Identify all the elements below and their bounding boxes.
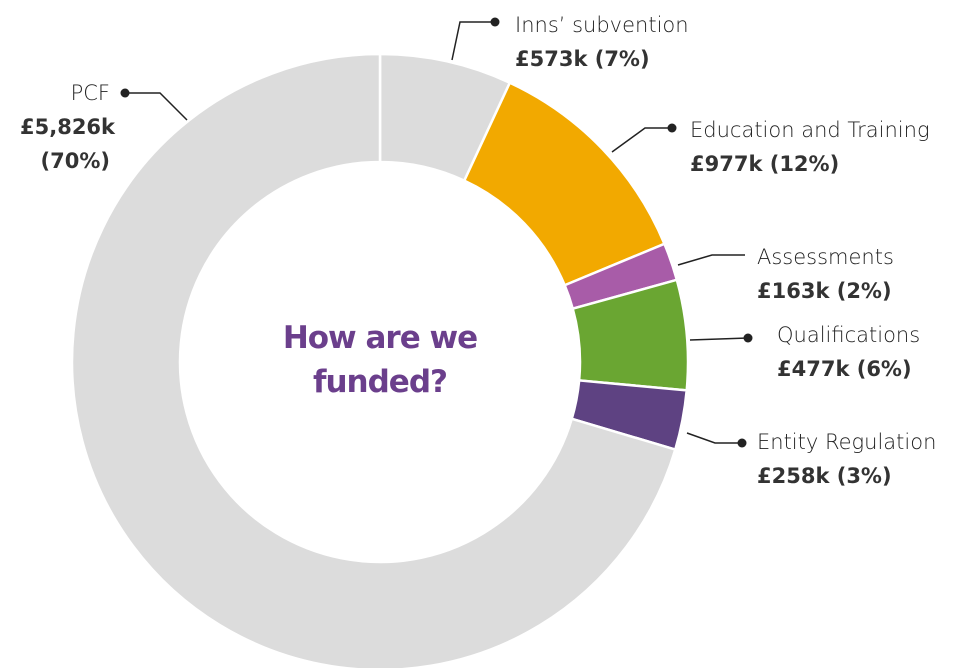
leader-line (677, 254, 745, 266)
slice-label: Inns’ subvention £573k (7%) (515, 8, 689, 76)
leader-dot (743, 333, 753, 343)
leader-dot (667, 123, 677, 133)
leader-lines (125, 21, 749, 444)
leader-line (689, 337, 749, 341)
leader-dot (737, 438, 747, 448)
value-label: £5,826k (70%) (20, 115, 116, 173)
category-name: PCF (70, 81, 110, 105)
value-label: £977k (12%) (690, 152, 840, 176)
category-name: Qualifications (777, 323, 921, 347)
leader-dot (490, 17, 500, 27)
category-name: Assessments (757, 245, 894, 269)
leader-dots (120, 17, 753, 448)
slice-label: Education and Training £977k (12%) (690, 113, 930, 181)
slice-label: PCF £5,826k (70%) (20, 76, 116, 178)
slice (70, 52, 677, 668)
slice-label: Entity Regulation £258k (3%) (757, 425, 936, 493)
value-label: £163k (2%) (757, 279, 892, 303)
leader-line (125, 92, 188, 121)
leader-line (686, 432, 742, 444)
value-label: £477k (6%) (777, 357, 912, 381)
slice-label: Assessments £163k (2%) (757, 240, 894, 308)
leader-line (611, 127, 672, 153)
leader-line (451, 21, 495, 61)
leader-dot (120, 88, 130, 98)
category-name: Education and Training (690, 118, 930, 142)
slices (70, 52, 690, 668)
slice-label: Qualifications £477k (6%) (777, 318, 920, 386)
chart-title: How are we funded? (282, 320, 478, 400)
value-label: £258k (3%) (757, 464, 892, 488)
category-name: Inns’ subvention (515, 13, 689, 37)
value-label: £573k (7%) (515, 47, 650, 71)
category-name: Entity Regulation (757, 430, 937, 454)
